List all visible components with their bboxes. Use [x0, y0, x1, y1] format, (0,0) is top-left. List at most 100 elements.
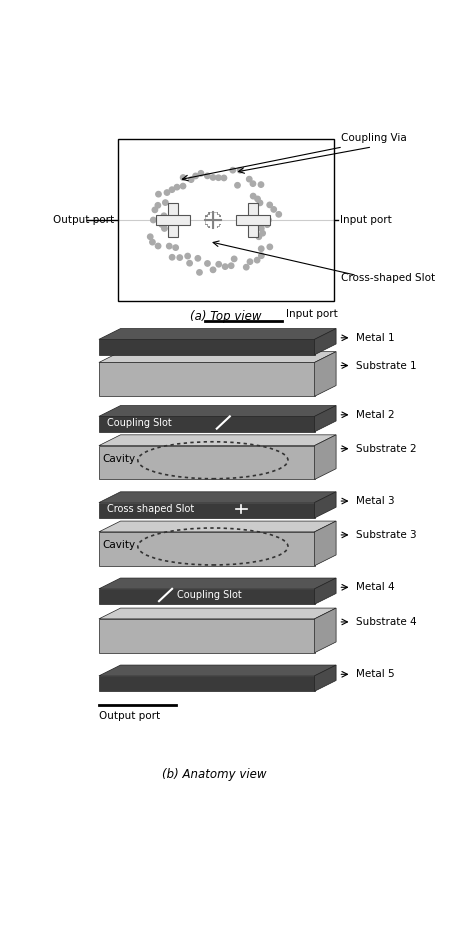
Bar — [248, 203, 258, 237]
Text: Substrate 4: Substrate 4 — [356, 617, 417, 627]
Circle shape — [155, 243, 161, 249]
Polygon shape — [315, 608, 336, 653]
Text: Coupling Slot: Coupling Slot — [177, 590, 242, 600]
Circle shape — [163, 200, 168, 206]
Circle shape — [195, 255, 201, 261]
Text: Output port: Output port — [53, 215, 114, 225]
Circle shape — [271, 207, 276, 212]
Text: Metal 5: Metal 5 — [356, 669, 395, 680]
Text: Input port: Input port — [286, 309, 338, 320]
Polygon shape — [99, 446, 315, 480]
Polygon shape — [99, 608, 336, 619]
Polygon shape — [315, 435, 336, 480]
Circle shape — [250, 181, 255, 186]
Circle shape — [231, 256, 237, 262]
Polygon shape — [99, 339, 315, 354]
Circle shape — [173, 245, 178, 251]
Circle shape — [151, 217, 156, 223]
Polygon shape — [315, 578, 336, 604]
Polygon shape — [315, 665, 336, 691]
Polygon shape — [99, 363, 315, 396]
Text: Substrate 3: Substrate 3 — [356, 530, 417, 539]
Text: (b) Anatomy view: (b) Anatomy view — [162, 768, 267, 781]
Text: Cavity: Cavity — [103, 453, 136, 464]
Circle shape — [205, 173, 210, 179]
Circle shape — [198, 170, 204, 176]
Circle shape — [246, 177, 252, 181]
Text: (a) Top view: (a) Top view — [190, 310, 262, 324]
Circle shape — [255, 257, 260, 263]
Circle shape — [169, 187, 174, 193]
Polygon shape — [99, 532, 315, 566]
Polygon shape — [99, 676, 315, 691]
Circle shape — [152, 208, 157, 212]
Polygon shape — [99, 619, 315, 653]
Circle shape — [228, 263, 234, 268]
Text: Input port: Input port — [340, 215, 392, 225]
Polygon shape — [99, 492, 336, 503]
Circle shape — [264, 222, 270, 227]
Circle shape — [159, 222, 164, 227]
Polygon shape — [315, 328, 336, 354]
Polygon shape — [99, 578, 336, 589]
Circle shape — [216, 262, 221, 267]
Polygon shape — [99, 328, 336, 339]
Circle shape — [210, 267, 216, 272]
Circle shape — [230, 167, 236, 173]
Polygon shape — [315, 352, 336, 396]
Circle shape — [189, 177, 194, 182]
Circle shape — [237, 167, 243, 173]
Circle shape — [177, 255, 182, 260]
Polygon shape — [99, 416, 315, 432]
Bar — [168, 203, 178, 237]
Circle shape — [187, 261, 192, 266]
Text: Metal 3: Metal 3 — [356, 496, 395, 506]
Circle shape — [259, 253, 264, 258]
Text: Cross-shaped Slot: Cross-shaped Slot — [341, 273, 436, 282]
Text: Coupling Slot: Coupling Slot — [107, 418, 172, 427]
Circle shape — [150, 239, 155, 245]
Polygon shape — [315, 406, 336, 432]
Circle shape — [247, 259, 253, 265]
Circle shape — [255, 196, 260, 202]
Circle shape — [181, 175, 186, 180]
Circle shape — [222, 264, 228, 269]
Polygon shape — [99, 406, 336, 416]
Circle shape — [174, 184, 180, 190]
Text: Substrate 2: Substrate 2 — [356, 444, 417, 453]
Bar — [236, 215, 270, 225]
Circle shape — [155, 203, 161, 208]
Circle shape — [162, 225, 167, 231]
Circle shape — [258, 246, 264, 252]
Circle shape — [259, 225, 264, 231]
Circle shape — [244, 265, 249, 270]
Text: Output port: Output port — [99, 712, 160, 721]
Circle shape — [197, 269, 202, 275]
Text: Metal 4: Metal 4 — [356, 583, 395, 592]
Text: Coupling Via: Coupling Via — [341, 133, 407, 143]
Polygon shape — [99, 521, 336, 532]
Circle shape — [164, 190, 170, 195]
Circle shape — [185, 253, 191, 259]
Circle shape — [276, 211, 282, 217]
Circle shape — [205, 261, 210, 266]
Circle shape — [258, 182, 264, 187]
Bar — [118, 139, 334, 301]
Circle shape — [250, 194, 256, 199]
Polygon shape — [99, 589, 315, 604]
Circle shape — [210, 175, 216, 180]
Circle shape — [161, 213, 167, 219]
Polygon shape — [99, 435, 336, 446]
Polygon shape — [99, 665, 336, 676]
Circle shape — [147, 234, 153, 239]
Polygon shape — [99, 503, 315, 518]
Text: Metal 1: Metal 1 — [356, 333, 395, 343]
Text: Cavity: Cavity — [103, 539, 136, 550]
Circle shape — [169, 254, 175, 260]
Circle shape — [180, 183, 186, 189]
Circle shape — [266, 217, 271, 223]
Circle shape — [216, 175, 221, 180]
Circle shape — [235, 182, 240, 188]
Circle shape — [166, 243, 172, 249]
FancyBboxPatch shape — [207, 214, 219, 226]
